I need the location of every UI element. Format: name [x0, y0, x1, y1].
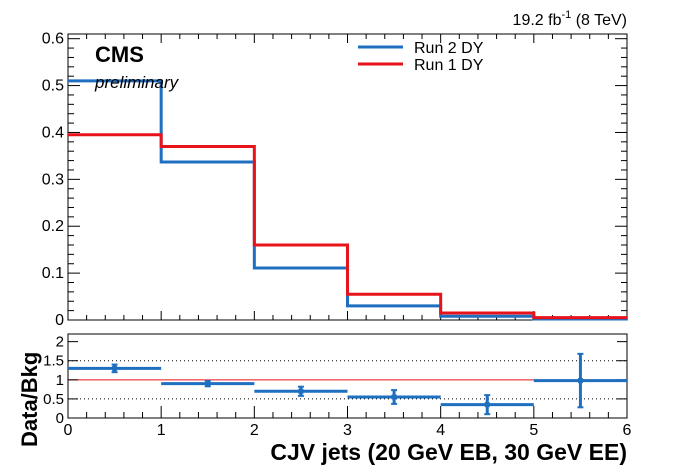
ratio-y-tick-label: 0.5 — [43, 391, 64, 408]
ratio-point — [68, 363, 162, 374]
ratio-marker — [205, 381, 211, 387]
ratio-marker — [112, 365, 118, 371]
experiment-label: CMS — [95, 42, 144, 67]
main-minor-ticks — [68, 47, 627, 312]
ratio-x-tick-label: 0 — [64, 422, 73, 439]
ratio-y-tick-label: 2 — [56, 334, 64, 351]
ratio-y-tick-label: 0 — [56, 410, 64, 427]
ratio-points-group — [68, 352, 627, 416]
ratio-x-tick-label: 4 — [436, 422, 445, 439]
legend-label: Run 1 DY — [414, 57, 484, 74]
main-y-tick-label: 0.4 — [42, 124, 64, 141]
legend-label: Run 2 DY — [414, 40, 484, 57]
ratio-point — [347, 389, 441, 405]
main-y-tick-label: 0.1 — [42, 265, 64, 282]
ratio-x-axis: 0 1 2 3 4 5 6 — [64, 406, 632, 439]
ratio-marker — [298, 388, 304, 394]
x-axis-title: CJV jets (20 GeV EB, 30 GeV EE) — [270, 439, 627, 465]
series-line-run-1-dy — [68, 133, 627, 320]
ratio-y-axis: 0 0.5 1 1.5 2 — [43, 334, 627, 427]
ratio-y-tick-label: 1.5 — [43, 353, 64, 370]
main-y-tick-label: 0.6 — [42, 31, 64, 48]
lumi-label-energy: (8 TeV) — [571, 12, 627, 29]
ratio-x-tick-label: 6 — [623, 422, 632, 439]
main-y-axis: 0 0.1 0.2 0.3 0.4 0.5 0.6 — [42, 31, 627, 329]
ratio-point — [161, 379, 255, 388]
lumi-label-sup: -1 — [561, 9, 571, 21]
ratio-x-tick-label: 1 — [157, 422, 166, 439]
main-y-tick-label: 0.2 — [42, 218, 64, 235]
lumi-label: 19.2 fb-1 (8 TeV) — [513, 9, 627, 29]
main-y-tick-label: 0.3 — [42, 171, 64, 188]
ratio-point — [533, 352, 627, 409]
main-y-tick-label: 0 — [55, 312, 64, 329]
lumi-label-main: 19.2 fb — [513, 12, 562, 29]
ratio-marker — [484, 402, 490, 408]
ratio-x-tick-label: 3 — [343, 422, 352, 439]
status-label: preliminary — [94, 73, 180, 92]
ratio-plot-frame — [67, 333, 628, 419]
ratio-marker — [391, 394, 397, 400]
ratio-marker — [577, 378, 583, 384]
main-x-axis — [67, 34, 628, 320]
main-y-tick-label: 0.5 — [42, 78, 64, 95]
main-panel: 0 0.1 0.2 0.3 0.4 0.5 0.6 CMS preliminary 19.2… — [42, 9, 628, 329]
ratio-y-axis-title: Data/Bkg — [17, 352, 42, 447]
ratio-point — [440, 394, 534, 416]
main-series-group — [68, 79, 627, 321]
ratio-point — [254, 385, 348, 397]
ratio-y-tick-label: 1 — [56, 372, 64, 389]
ratio-x-tick-label: 5 — [529, 422, 538, 439]
ratio-x-tick-label: 2 — [250, 422, 259, 439]
